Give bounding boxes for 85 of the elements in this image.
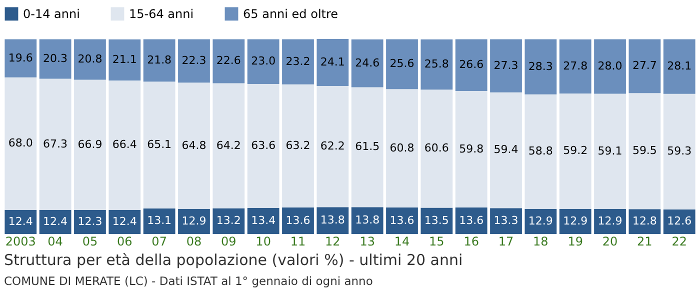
x-tick-label: 16 — [464, 234, 479, 248]
data-label: 12.9 — [563, 214, 588, 228]
data-label: 59.3 — [667, 144, 692, 158]
data-label: 13.5 — [424, 214, 449, 227]
data-label: 13.6 — [459, 214, 484, 227]
data-label: 20.3 — [43, 52, 68, 65]
data-label: 66.9 — [78, 138, 102, 151]
data-label: 25.8 — [424, 58, 449, 71]
data-label: 63.6 — [251, 138, 276, 152]
data-label: 60.6 — [424, 142, 449, 155]
x-tick-label: 18 — [533, 234, 548, 248]
data-label: 13.6 — [286, 214, 310, 227]
x-tick-label: 04 — [48, 234, 63, 248]
data-label: 66.4 — [112, 138, 137, 152]
x-tick-label: 08 — [186, 234, 202, 248]
data-label: 27.8 — [563, 59, 588, 72]
data-label: 59.4 — [494, 143, 518, 156]
text: Struttura per età della popolazione (valori %) - ultimi 20 anni — [4, 251, 463, 269]
data-label: 12.9 — [598, 214, 622, 228]
x-tick-label: 14 — [394, 234, 410, 248]
data-label: 12.4 — [43, 214, 68, 228]
data-label: 12.8 — [632, 214, 657, 228]
data-label: 24.6 — [355, 56, 380, 70]
data-label: 68.0 — [8, 136, 33, 150]
data-label: 28.1 — [667, 60, 692, 73]
x-tick-label: 22 — [672, 234, 687, 248]
data-label: 12.3 — [78, 215, 102, 228]
data-label: 59.5 — [632, 144, 657, 158]
data-label: 59.2 — [563, 144, 588, 158]
data-label: 22.3 — [182, 54, 206, 67]
data-label: 12.4 — [112, 214, 137, 228]
data-label: 13.8 — [355, 214, 380, 227]
data-label: 23.2 — [286, 54, 310, 68]
x-tick-label: 15 — [429, 234, 444, 248]
data-label: 13.4 — [251, 214, 276, 227]
x-tick-label: 19 — [568, 234, 583, 248]
data-label: 21.8 — [147, 53, 172, 66]
data-label: 28.3 — [528, 60, 553, 73]
text: COMUNE DI MERATE (LC) - Dati ISTAT al 1° gennaio di ogni anno — [4, 274, 373, 288]
x-tick-label: 05 — [82, 234, 98, 248]
data-label: 27.3 — [494, 58, 518, 72]
data-label: 12.9 — [182, 214, 206, 228]
data-label: 63.2 — [286, 138, 310, 152]
data-label: 13.6 — [390, 214, 414, 227]
data-label: 22.6 — [216, 54, 241, 68]
data-label: 27.7 — [632, 59, 657, 72]
x-tick-label: 06 — [117, 234, 132, 248]
data-label: 13.2 — [216, 214, 241, 228]
legend-label: 15-64 anni — [129, 6, 194, 21]
data-label: 21.1 — [112, 52, 137, 66]
x-tick-label: 13 — [360, 234, 375, 248]
legend-label: 65 anni ed oltre — [243, 6, 338, 21]
data-label: 23.0 — [251, 54, 276, 68]
data-label: 13.8 — [320, 214, 345, 227]
data-label: 26.6 — [459, 58, 484, 72]
data-label: 61.5 — [355, 140, 380, 154]
data-label: 20.8 — [78, 52, 102, 66]
x-tick-label: 10 — [256, 234, 271, 248]
x-tick-label: 07 — [152, 234, 167, 248]
data-label: 67.3 — [43, 137, 68, 150]
x-tick-label: 20 — [602, 234, 618, 248]
data-label: 12.4 — [8, 214, 33, 228]
data-label: 65.1 — [147, 138, 172, 152]
data-label: 28.0 — [598, 59, 622, 72]
data-label: 12.6 — [667, 214, 692, 228]
data-label: 59.8 — [459, 142, 484, 156]
x-tick-label: 17 — [498, 234, 514, 248]
data-label: 64.8 — [182, 138, 206, 152]
x-tick-label: 12 — [325, 234, 340, 248]
data-label: 13.3 — [494, 214, 518, 228]
x-tick-label: 21 — [637, 234, 652, 248]
data-label: 60.8 — [390, 141, 414, 154]
x-tick-label: 11 — [290, 234, 306, 248]
data-label: 64.2 — [216, 138, 241, 152]
data-label: 58.8 — [528, 144, 553, 158]
x-tick-label: 09 — [221, 234, 236, 248]
data-label: 24.1 — [320, 55, 345, 68]
data-label: 62.2 — [320, 140, 345, 153]
data-label: 13.1 — [147, 214, 172, 228]
x-tick-label: 2003 — [5, 234, 36, 248]
data-label: 59.1 — [598, 144, 622, 158]
data-label: 12.9 — [528, 214, 553, 228]
data-label: 25.6 — [390, 57, 414, 70]
legend-label: 0-14 anni — [23, 6, 80, 21]
data-label: 19.6 — [8, 51, 33, 64]
